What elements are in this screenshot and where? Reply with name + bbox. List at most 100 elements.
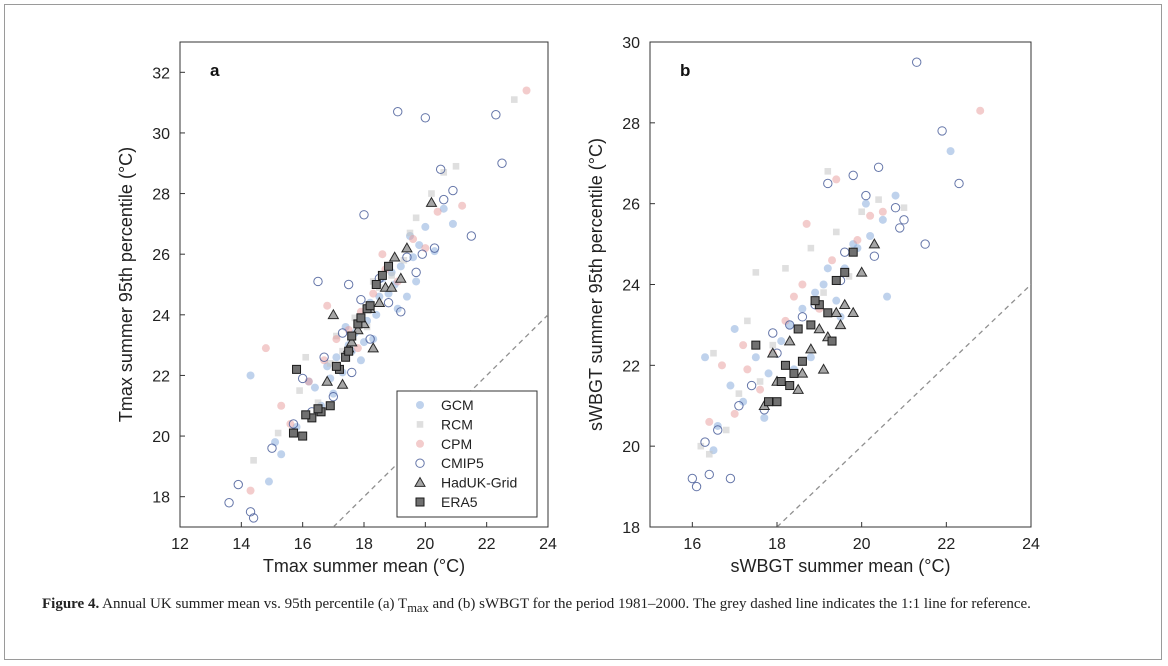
- panel-a-xtick-label: 22: [478, 536, 496, 553]
- panel-a-point-cmip5: [356, 294, 366, 305]
- panel-a-xtick-label: 14: [232, 536, 250, 553]
- panel-a-ytick-label: 26: [152, 247, 170, 264]
- legend-label-rcm: RCM: [441, 416, 473, 432]
- panel-a-point-cpm: [433, 207, 442, 216]
- panel-b-point-gcm: [946, 147, 955, 156]
- legend-marker-rcm: [416, 421, 424, 428]
- panel-a-point-era5: [301, 410, 311, 420]
- panel-a-point-haduk-grid: [385, 281, 398, 292]
- panel-b-point-gcm: [832, 296, 841, 305]
- panel-a-ytick-label: 24: [152, 308, 170, 325]
- panel-a-point-gcm: [415, 241, 424, 250]
- panel-b-point-era5: [810, 296, 820, 306]
- panel-b-point-cpm: [798, 280, 807, 289]
- panel-a-point-rcm: [339, 347, 346, 355]
- panel-a-point-gcm: [332, 353, 341, 362]
- panel-b-point-gcm: [823, 264, 832, 273]
- panel-b-point-cmip5: [691, 481, 702, 492]
- panel-b-reference-line: [776, 284, 1031, 527]
- panel-b-point-haduk-grid: [847, 306, 860, 318]
- panel-b-point-rcm: [807, 244, 815, 252]
- panel-a-point-gcm: [421, 222, 430, 231]
- panel-b-point-cpm: [832, 175, 841, 184]
- panel-a-point-gcm: [375, 292, 384, 301]
- panel-b-point-cpm: [853, 236, 862, 245]
- panel-b-point-era5: [772, 397, 782, 407]
- panel-b-point-era5: [848, 247, 858, 257]
- panel-b-point-rcm: [769, 341, 777, 349]
- panel-a-point-rcm: [452, 162, 460, 170]
- panel-b-xtick-label: 20: [853, 536, 871, 553]
- caption-text-part1: Annual UK summer mean vs. 95th percentil…: [99, 596, 408, 612]
- panel-b-point-gcm: [883, 292, 892, 301]
- panel-a: 12 14 16 18 20 22 24 18 20 22 24 26 28 30 32 Tmax summe…: [116, 41, 557, 576]
- panel-a-xtick-label: 12: [171, 536, 189, 553]
- panel-a-point-cmip5: [288, 419, 299, 429]
- panel-a-xtick-label: 20: [416, 536, 434, 553]
- legend-box: [396, 390, 538, 518]
- panel-b-point-cmip5: [937, 126, 947, 136]
- panel-a-point-cmip5: [439, 194, 449, 205]
- panel-a-point-era5: [365, 301, 375, 311]
- panel-b-ytick-label: 28: [622, 116, 640, 133]
- panel-b-point-cpm: [717, 361, 726, 370]
- panel-b-point-cmip5: [725, 473, 736, 484]
- legend-marker-haduk-grid: [414, 476, 426, 487]
- panel-b-point-rcm: [875, 196, 882, 203]
- panel-a-point-gcm: [369, 335, 378, 344]
- panel-a-point-cpm: [277, 401, 286, 410]
- panel-a-point-haduk-grid: [345, 336, 358, 347]
- panel-b-point-cmip5: [700, 437, 710, 447]
- panel-a-point-gcm: [277, 450, 286, 459]
- panel-b-point-cpm: [976, 106, 985, 115]
- panel-b-point-cmip5: [899, 215, 909, 225]
- panel-b-point-cpm: [730, 409, 739, 418]
- panel-b-point-cpm: [743, 365, 752, 374]
- panel-b-ytick-label: 24: [622, 278, 640, 295]
- panel-a-point-cmip5: [337, 328, 348, 338]
- panel-a-point-cmip5: [233, 479, 243, 490]
- panel-b-point-gcm: [764, 369, 773, 378]
- panel-b-point-cmip5: [768, 328, 778, 338]
- panel-b-point-rcm: [697, 442, 705, 450]
- panel-a-point-rcm: [326, 360, 334, 367]
- panel-a-data: [224, 86, 531, 523]
- legend-label-cmip5: CMIP5: [441, 455, 484, 471]
- caption-text-part2: and (b) sWBGT for the period 1981–2000. …: [428, 596, 1031, 612]
- panel-b-point-gcm: [751, 353, 760, 362]
- panel-a-point-era5: [313, 404, 323, 414]
- panel-b-point-cpm: [878, 207, 887, 216]
- panel-b-point-gcm: [760, 413, 769, 422]
- panel-a-point-era5: [325, 401, 335, 411]
- panel-b-xtick-label: 16: [683, 536, 701, 553]
- panel-a-point-cmip5: [411, 267, 421, 278]
- panel-a-series-era5: [288, 261, 394, 441]
- panel-b-point-cmip5: [823, 178, 833, 189]
- panel-a-point-cmip5: [328, 391, 339, 402]
- panel-b-label: b: [680, 61, 690, 80]
- panel-a-point-rcm: [314, 399, 322, 407]
- panel-b-point-haduk-grid: [817, 363, 830, 374]
- panel-a-point-haduk-grid: [367, 342, 380, 353]
- panel-b-point-rcm: [710, 349, 717, 357]
- panel-a-point-rcm: [351, 314, 359, 322]
- panel-b-point-gcm: [811, 288, 820, 297]
- panel-b-point-haduk-grid: [834, 318, 847, 330]
- panel-b-point-gcm: [726, 381, 735, 390]
- panel-a-point-cmip5: [365, 334, 375, 344]
- panel-a-point-cmip5: [224, 498, 234, 508]
- panel-b-point-cmip5: [746, 380, 757, 391]
- panel-a-point-cmip5: [402, 252, 412, 262]
- panel-b-point-cmip5: [704, 469, 714, 480]
- panel-b-point-rcm: [782, 265, 789, 272]
- panel-b-point-era5: [797, 356, 807, 366]
- panel-b-point-era5: [789, 368, 799, 378]
- panel-b-point-era5: [793, 324, 803, 334]
- panel-a-point-gcm: [356, 356, 365, 365]
- panel-a-point-cpm: [522, 86, 531, 95]
- panel-b-point-cmip5: [861, 190, 871, 201]
- panel-a-point-cmip5: [420, 113, 431, 123]
- panel-a-point-era5: [356, 313, 366, 323]
- panel-b-point-era5: [780, 360, 790, 370]
- panel-b-point-cmip5: [912, 57, 922, 67]
